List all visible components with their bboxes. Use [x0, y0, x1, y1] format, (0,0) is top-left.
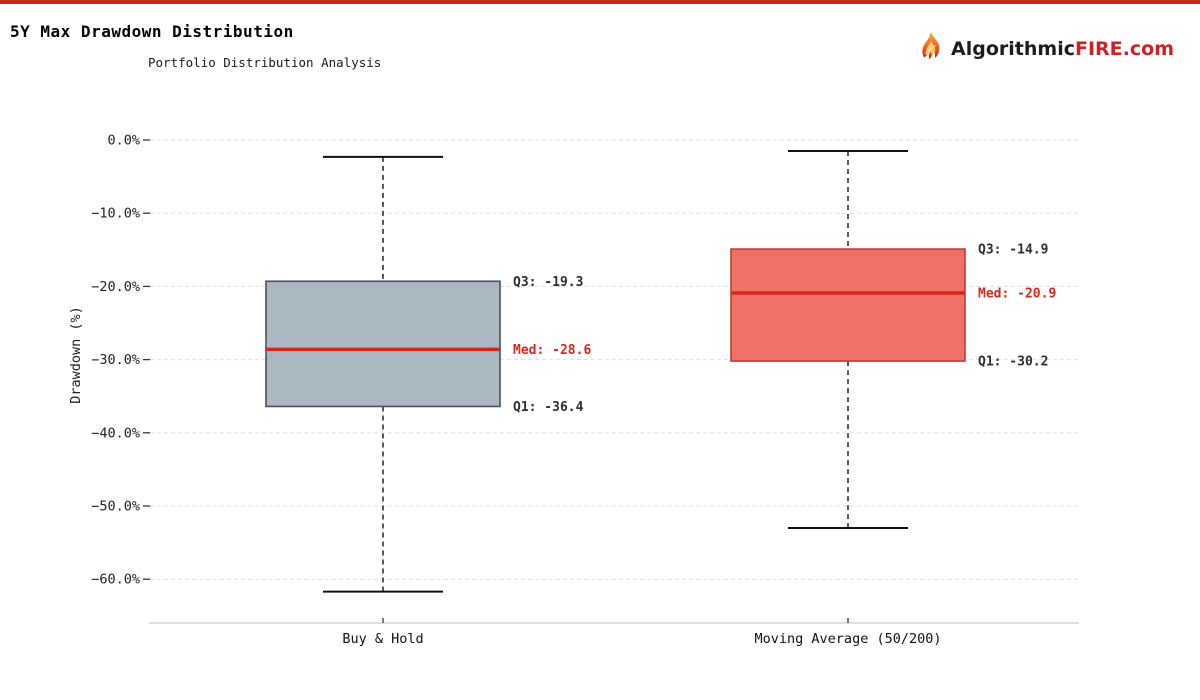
chart-subtitle: Portfolio Distribution Analysis	[148, 55, 382, 70]
brand-name-dark: Algorithmic	[951, 37, 1075, 60]
y-tick-label: −40.0%	[91, 425, 140, 441]
y-tick-label: −60.0%	[91, 572, 140, 588]
annotation-q3: Q3: -19.3	[513, 275, 583, 290]
annotation-median: Med: -28.6	[513, 343, 591, 358]
flame-icon	[917, 30, 945, 67]
y-axis-label: Drawdown (%)	[68, 306, 84, 404]
annotation-median: Med: -20.9	[978, 286, 1056, 301]
y-tick-label: −20.0%	[91, 279, 140, 295]
y-tick-label: −10.0%	[91, 206, 140, 222]
annotation-q1: Q1: -30.2	[978, 355, 1048, 370]
y-tick-label: 0.0%	[107, 133, 140, 149]
y-tick-label: −30.0%	[91, 352, 140, 368]
brand-logo[interactable]: AlgorithmicFIRE.com	[917, 30, 1174, 67]
x-category-label: Moving Average (50/200)	[755, 631, 942, 647]
brand-name-suffix: .com	[1122, 37, 1174, 60]
x-category-label: Buy & Hold	[342, 631, 423, 647]
box-moving-average	[730, 248, 966, 362]
box-buy-and-hold	[265, 280, 501, 408]
annotation-q3: Q3: -14.9	[978, 243, 1048, 258]
brand-name-red: FIRE	[1074, 37, 1123, 60]
page-title: 5Y Max Drawdown Distribution	[10, 21, 294, 41]
y-tick-label: −50.0%	[91, 499, 140, 515]
top-accent-bar	[0, 0, 1200, 4]
annotation-q1: Q1: -36.4	[513, 400, 584, 415]
